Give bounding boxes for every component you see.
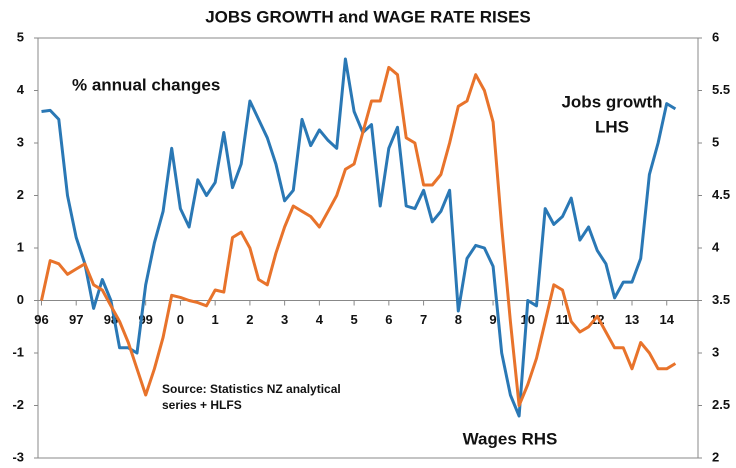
x-tick-label: 14 xyxy=(660,312,675,327)
x-tick-label: 96 xyxy=(34,312,48,327)
y2-tick-label: 4 xyxy=(712,239,720,254)
x-tick-label: 6 xyxy=(385,312,392,327)
y2-tick-label: 3.5 xyxy=(712,292,730,307)
series-line xyxy=(40,65,677,407)
y-tick-label: 1 xyxy=(17,239,24,254)
x-tick-label: 5 xyxy=(350,312,357,327)
annotation: Wages RHS xyxy=(463,429,558,448)
x-tick-label: 1 xyxy=(212,312,219,327)
annotation: Jobs growth xyxy=(561,92,662,111)
y2-tick-label: 5 xyxy=(712,134,719,149)
y2-tick-label: 6 xyxy=(712,29,719,44)
annotation: series + HLFS xyxy=(162,398,242,412)
series-line xyxy=(41,57,677,418)
x-tick-label: 0 xyxy=(177,312,184,327)
y-tick-label: 0 xyxy=(17,292,24,307)
x-tick-label: 2 xyxy=(246,312,253,327)
y2-tick-label: 2 xyxy=(712,449,719,463)
y-tick-label: 4 xyxy=(17,82,25,97)
x-tick-label: 13 xyxy=(625,312,639,327)
y-tick-label: 5 xyxy=(17,29,24,44)
y2-tick-label: 4.5 xyxy=(712,187,730,202)
y-tick-label: 2 xyxy=(17,187,24,202)
y2-tick-label: 2.5 xyxy=(712,397,730,412)
y2-tick-label: 5.5 xyxy=(712,82,730,97)
y-tick-label: 3 xyxy=(17,134,24,149)
x-tick-label: 3 xyxy=(281,312,288,327)
y2-tick-label: 3 xyxy=(712,344,719,359)
annotation: Source: Statistics NZ analytical xyxy=(162,382,341,396)
x-tick-label: 4 xyxy=(316,312,324,327)
annotation: LHS xyxy=(595,117,629,136)
y-tick-label: -2 xyxy=(12,397,24,412)
x-tick-label: 8 xyxy=(455,312,462,327)
x-tick-label: 9 xyxy=(489,312,496,327)
x-tick-label: 7 xyxy=(420,312,427,327)
y-tick-label: -1 xyxy=(12,344,24,359)
x-tick-label: 97 xyxy=(69,312,83,327)
chart-title: JOBS GROWTH and WAGE RATE RISES xyxy=(205,7,531,26)
y-tick-label: -3 xyxy=(12,449,24,463)
annotation: % annual changes xyxy=(72,75,220,94)
x-tick-label: 11 xyxy=(556,312,570,327)
